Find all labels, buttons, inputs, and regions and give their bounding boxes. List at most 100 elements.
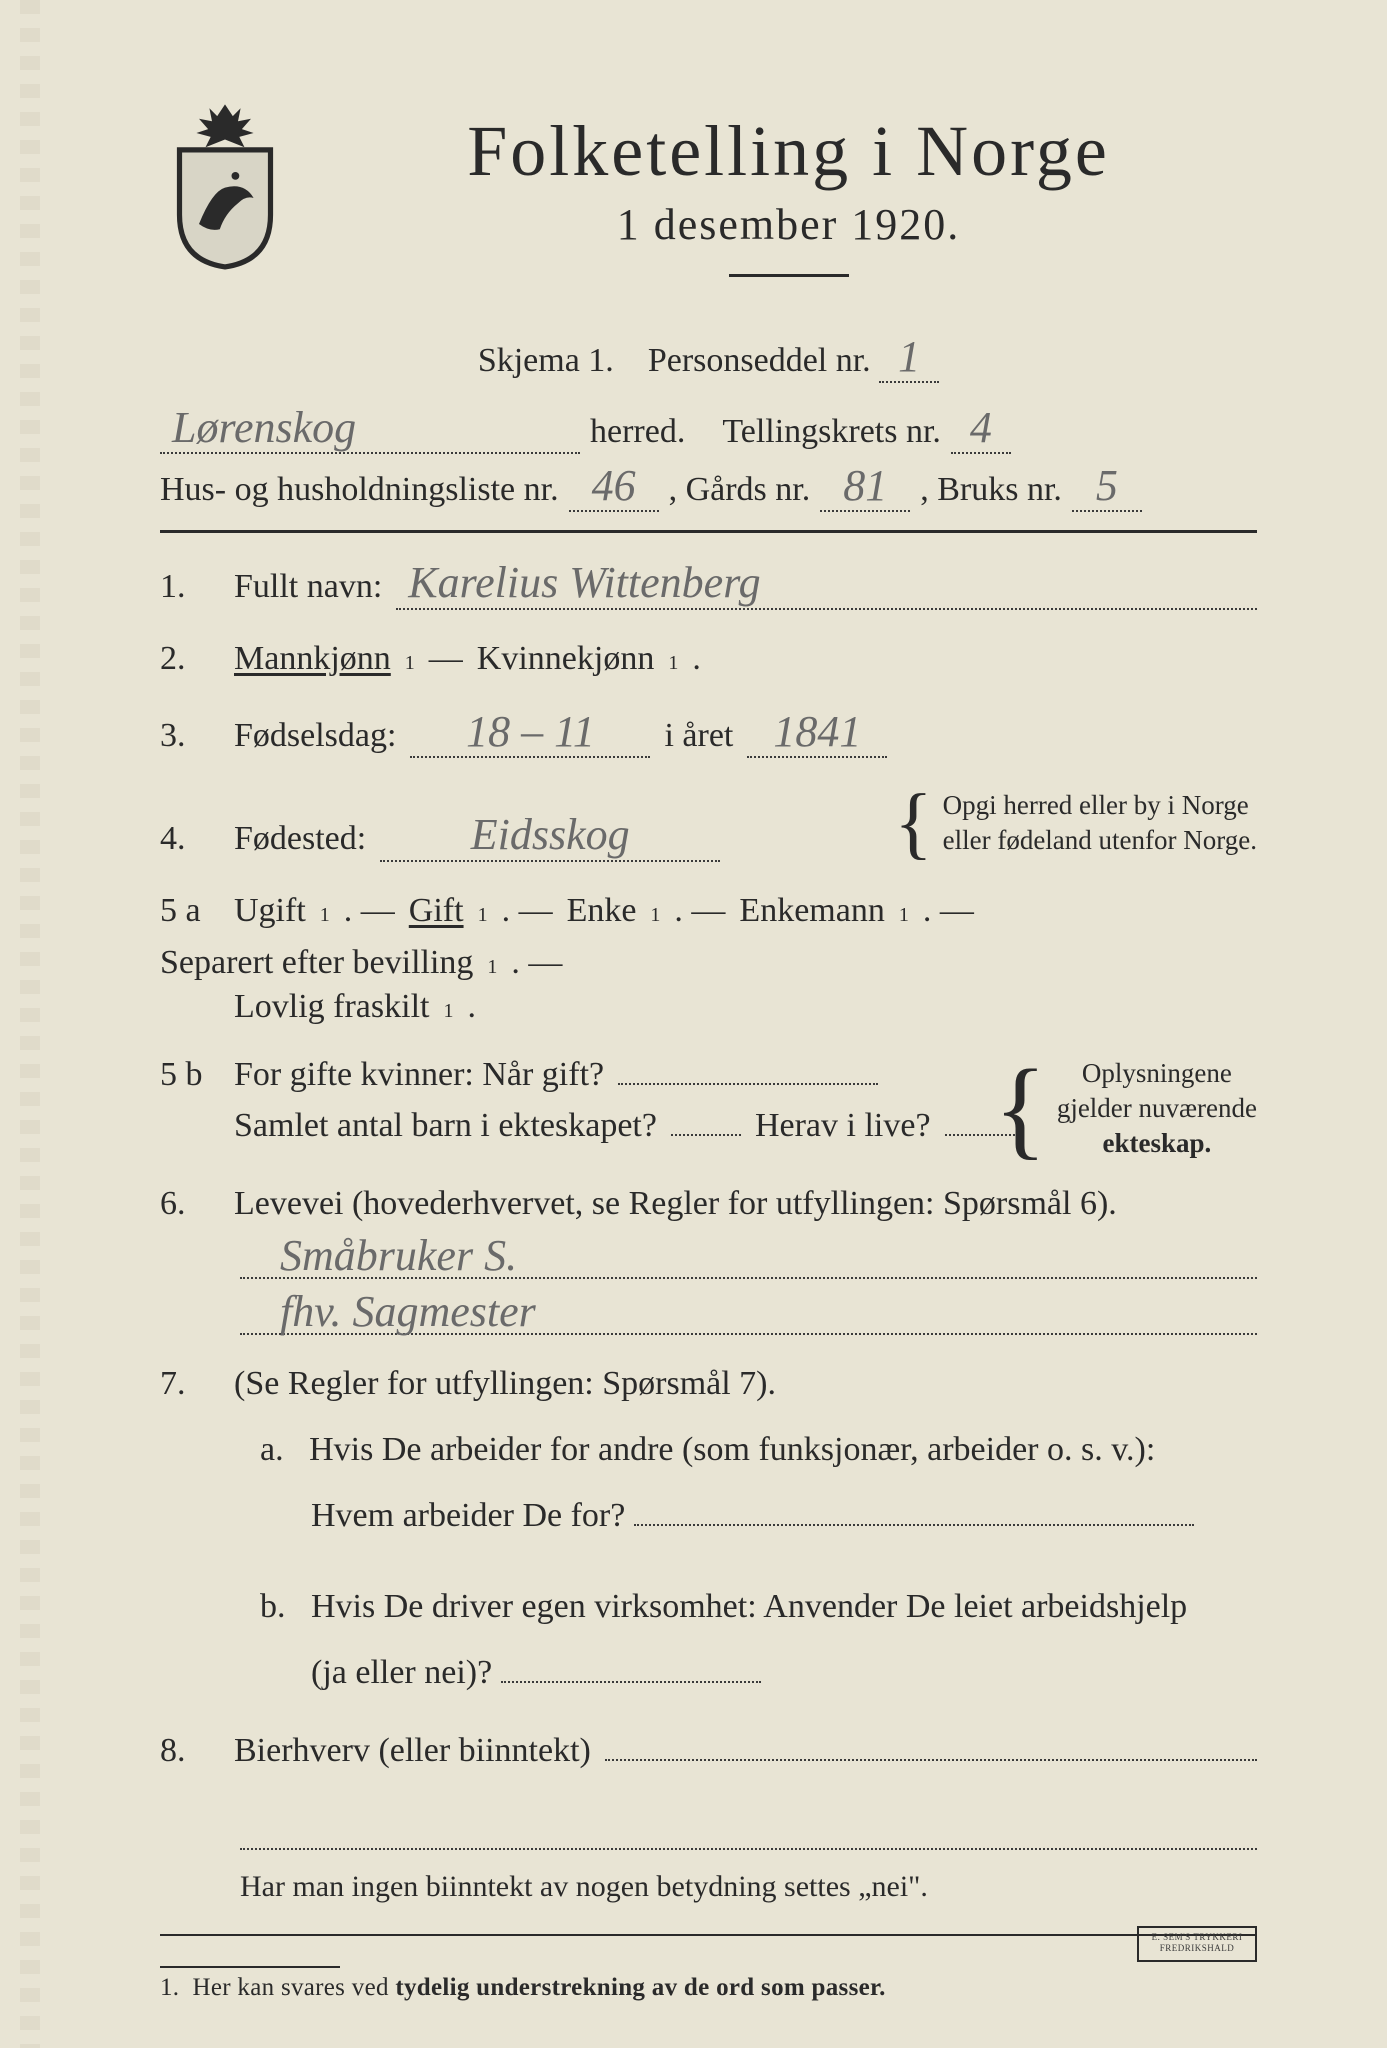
q1-row: 1. Fullt navn: Karelius Wittenberg <box>160 559 1257 609</box>
q8-line2 <box>240 1800 1257 1850</box>
q6-num: 6. <box>160 1185 220 1223</box>
q7a-label: a. <box>260 1431 284 1468</box>
q7-num: 7. <box>160 1365 220 1403</box>
gards-label: , Gårds nr. <box>669 471 811 509</box>
q6-line1: Småbruker S. <box>240 1229 1257 1279</box>
q7a-t2: Hvem arbeider De for? <box>311 1497 625 1534</box>
q2-row: 2. Mannkjønn1 — Kvinnekjønn1. <box>160 640 1257 678</box>
q2-sup1: 1 <box>405 652 415 675</box>
q6-row: 6. Levevei (hovederhvervet, se Regler fo… <box>160 1185 1257 1223</box>
q5a-d3: . — <box>674 892 725 930</box>
bruks-nr: 5 <box>1072 462 1142 512</box>
locality-row-2: Hus- og husholdningsliste nr. 46 , Gårds… <box>160 462 1257 512</box>
fn-before: Her kan svares ved <box>192 1974 395 2001</box>
q5a-enkemann: Enkemann <box>739 892 884 930</box>
q5a-row2: Lovlig fraskilt1. <box>160 988 1257 1026</box>
q4-note: Opgi herred eller by i Norge eller fødel… <box>943 788 1257 858</box>
q3-label: Fødselsdag: <box>234 717 396 755</box>
q5a-row: 5 a Ugift1. — Gift1. — Enke1. — Enkemann… <box>160 892 1257 982</box>
q1-value: Karelius Wittenberg <box>396 559 1257 609</box>
q1-label: Fullt navn: <box>234 568 382 606</box>
q2-sup2: 1 <box>668 652 678 675</box>
q2-num: 2. <box>160 640 220 678</box>
q7b-label: b. <box>260 1588 286 1625</box>
q8-label: Bierhverv (eller biinntekt) <box>234 1732 591 1770</box>
q4-num: 4. <box>160 820 220 858</box>
q4-value: Eidsskog <box>380 811 720 861</box>
q5b-side-note: { Oplysningene gjelder nuværende ekteska… <box>988 1056 1257 1161</box>
q2-kvinne: Kvinnekjønn <box>477 640 655 678</box>
q7b-t1: Hvis De driver egen virksomhet: Anvender… <box>311 1588 1187 1625</box>
q5a-d4: . — <box>923 892 974 930</box>
q7-row: 7. (Se Regler for utfyllingen: Spørsmål … <box>160 1365 1257 1403</box>
q3-year: 1841 <box>747 708 887 758</box>
q5a-s1: 1 <box>320 904 330 927</box>
skjema-label: Skjema 1. <box>478 342 614 379</box>
fn-marker: 1. <box>160 1974 179 2001</box>
q5b-v1 <box>618 1083 878 1085</box>
coat-of-arms-icon <box>160 100 290 270</box>
foot-instruction: Har man ingen biinntekt av nogen betydni… <box>240 1870 1257 1904</box>
q7b-blank <box>501 1681 761 1683</box>
husliste-label: Hus- og husholdningsliste nr. <box>160 471 559 509</box>
q1-num: 1. <box>160 568 220 606</box>
q5b-n3: ekteskap. <box>1103 1128 1212 1158</box>
husliste-nr: 46 <box>569 462 659 512</box>
title-block: Folketelling i Norge 1 desember 1920. <box>320 110 1257 299</box>
q4-note-l1: Opgi herred eller by i Norge <box>943 790 1249 820</box>
q5a-s5: 1 <box>487 956 497 979</box>
q3-day: 18 – 11 <box>410 708 650 758</box>
q5a-s6: 1 <box>443 1000 453 1023</box>
fn-bold: tydelig understrekning av de ord som pas… <box>395 1974 885 2001</box>
printer-l1: E. SEM'S TRYKKERI <box>1152 1932 1243 1942</box>
printer-l2: FREDRIKSHALD <box>1160 1943 1235 1953</box>
footnote: 1. Her kan svares ved tydelig understrek… <box>160 1974 1257 2002</box>
q2-mann: Mannkjønn <box>234 640 391 678</box>
locality-row-1: Lørenskog herred. Tellingskrets nr. 4 <box>160 404 1257 454</box>
herred-value: Lørenskog <box>160 404 580 454</box>
personseddel-label: Personseddel nr. <box>648 342 871 379</box>
schema-row: Skjema 1. Personseddel nr. 1 <box>160 329 1257 394</box>
left-perforation <box>20 0 40 2048</box>
q5b-v2 <box>671 1134 741 1136</box>
q6-value1: Småbruker S. <box>280 1230 517 1281</box>
q8-num: 8. <box>160 1732 220 1770</box>
tellingskrets-nr: 4 <box>951 404 1011 454</box>
header-rule <box>160 530 1257 533</box>
q5b-num: 5 b <box>160 1056 220 1094</box>
brace-icon: { <box>894 795 932 851</box>
q5a-s2: 1 <box>478 904 488 927</box>
q4-label: Fødested: <box>234 820 366 858</box>
q4-row: 4. Fødested: Eidsskog { Opgi herred elle… <box>160 788 1257 861</box>
tellingskrets-label: Tellingskrets nr. <box>722 413 941 451</box>
q5a-fraskilt: Lovlig fraskilt <box>234 988 429 1026</box>
q3-num: 3. <box>160 717 220 755</box>
q5a-ugift: Ugift <box>234 892 306 930</box>
census-form-page: Folketelling i Norge 1 desember 1920. Sk… <box>0 0 1387 2048</box>
q7b: b. Hvis De driver egen virksomhet: Anven… <box>260 1574 1257 1707</box>
q5a-num: 5 a <box>160 892 220 930</box>
q7a-blank <box>634 1524 1194 1526</box>
personseddel-nr: 1 <box>879 333 939 383</box>
footnote-short-rule <box>160 1966 340 1968</box>
q8-blank <box>605 1759 1257 1761</box>
q7-label: (Se Regler for utfyllingen: Spørsmål 7). <box>234 1365 776 1403</box>
page-title: Folketelling i Norge <box>320 110 1257 193</box>
q4-note-l2: eller fødeland utenfor Norge. <box>943 825 1257 855</box>
q5b-note: Oplysningene gjelder nuværende ekteskap. <box>1057 1056 1257 1161</box>
q2-dash: — <box>429 640 463 678</box>
q5b-l1: For gifte kvinner: Når gift? <box>234 1056 604 1094</box>
q5b-l2: Samlet antal barn i ekteskapet? <box>234 1107 657 1145</box>
q5b-n1: Oplysningene <box>1082 1058 1232 1088</box>
page-subtitle: 1 desember 1920. <box>320 199 1257 250</box>
gards-nr: 81 <box>820 462 910 512</box>
q6-value2: fhv. Sagmester <box>280 1286 536 1337</box>
q7a: a. Hvis De arbeider for andre (som funks… <box>260 1417 1257 1550</box>
q3-row: 3. Fødselsdag: 18 – 11 i året 1841 <box>160 708 1257 758</box>
q4-side-note: { Opgi herred eller by i Norge eller fød… <box>888 788 1257 858</box>
q6-label: Levevei (hovederhvervet, se Regler for u… <box>234 1185 1117 1223</box>
q5a-enke: Enke <box>567 892 637 930</box>
q5a-separert: Separert efter bevilling <box>160 944 473 982</box>
q5b-n2: gjelder nuværende <box>1057 1093 1257 1123</box>
q5b-mid: Herav i live? <box>755 1107 931 1145</box>
